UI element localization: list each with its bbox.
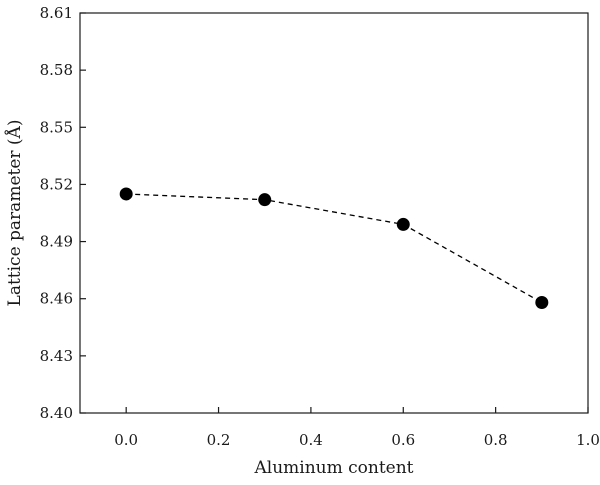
x-tick-label: 0.6	[391, 431, 415, 449]
y-tick-label: 8.43	[40, 347, 73, 365]
x-tick-label: 0.4	[299, 431, 323, 449]
x-tick-label: 1.0	[576, 431, 600, 449]
plot-frame	[79, 12, 589, 414]
y-tick-label: 8.58	[40, 61, 73, 79]
y-tick-label: 8.61	[40, 4, 73, 22]
data-point	[258, 193, 272, 207]
x-tick-label: 0.8	[484, 431, 508, 449]
y-tick-label: 8.49	[40, 233, 73, 251]
data-series	[119, 187, 549, 310]
y-tick-label: 8.55	[40, 118, 73, 136]
x-axis-title: Aluminum content	[253, 458, 413, 478]
x-tick-label: 0.0	[114, 431, 138, 449]
data-point	[396, 217, 410, 231]
y-tick-label: 8.46	[40, 290, 73, 308]
y-tick-label: 8.52	[40, 175, 73, 193]
x-axis-ticks: 0.0 0.2 0.4 0.6 0.8 1.0	[114, 407, 600, 449]
data-point	[119, 187, 133, 201]
data-point	[535, 296, 549, 310]
y-axis-ticks: 8.40 8.43 8.46 8.49 8.52 8.55 8.58 8.61	[40, 4, 86, 422]
series-line	[126, 193, 543, 304]
y-axis-title: Lattice parameter (Å)	[4, 120, 25, 307]
y-tick-label: 8.40	[40, 404, 73, 422]
x-tick-label: 0.2	[207, 431, 231, 449]
